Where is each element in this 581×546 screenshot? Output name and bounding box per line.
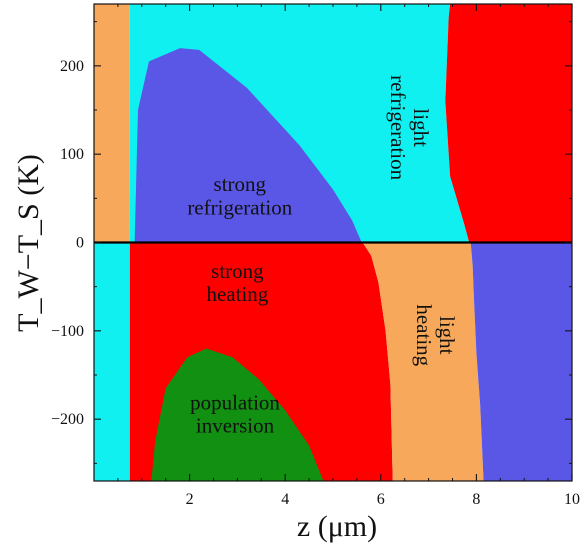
axis-ticks: 2 4 6 8 10 200 100 0 −100 −200	[51, 4, 580, 508]
y-tick-label-100: 100	[60, 146, 84, 163]
x-tick-label-10: 10	[564, 491, 580, 508]
region-label-strong-heating: strong heating	[206, 259, 268, 306]
y-tick-label--100: −100	[51, 323, 84, 340]
region-upper-right-strong-heating	[445, 4, 572, 243]
region-label-strong-refrigeration: strong refrigeration	[187, 172, 292, 219]
region-labels: strong refrigerationlightrefrigerationstr…	[187, 75, 459, 437]
region-lower-right-strong-refrigeration	[470, 242, 572, 481]
x-axis-label: z (μm)	[297, 510, 377, 543]
region-label-line-light-heating-0: light	[435, 316, 459, 355]
region-label-population-inversion: population inversion	[190, 390, 280, 437]
x-tick-label-4: 4	[281, 491, 289, 508]
x-tick-label-6: 6	[377, 491, 385, 508]
region-label-light-heating: lightheating	[412, 304, 459, 366]
y-tick-label-200: 200	[60, 58, 84, 75]
region-label-line-light-refrigeration-1: refrigeration	[386, 75, 410, 180]
region-upper-left-light-heating	[94, 4, 130, 243]
y-tick-label-0: 0	[76, 235, 84, 252]
region-label-line-strong-refrigeration-0: strong	[214, 172, 267, 196]
region-label-light-refrigeration: lightrefrigeration	[386, 75, 433, 180]
region-label-line-light-heating-1: heating	[412, 304, 436, 366]
region-population-inversion-dome	[151, 348, 324, 481]
x-tick-label-8: 8	[472, 491, 480, 508]
y-axis-label: T_W−T_S (K)	[12, 154, 45, 332]
y-tick-label--200: −200	[51, 411, 84, 428]
region-lower-left-light-refrigeration	[94, 242, 130, 481]
region-label-line-light-refrigeration-0: light	[409, 108, 433, 147]
x-tick-label-2: 2	[186, 491, 194, 508]
region-strong-refrigeration-dome	[134, 48, 362, 243]
region-label-line-strong-heating-0: strong	[211, 259, 264, 283]
region-label-line-population-inversion-1: inversion	[196, 413, 275, 437]
plot-regions	[94, 4, 572, 481]
region-label-line-strong-refrigeration-1: refrigeration	[187, 195, 292, 219]
region-label-line-strong-heating-1: heating	[206, 282, 268, 306]
region-lower-light-heating	[362, 242, 484, 481]
region-label-line-population-inversion-0: population	[190, 390, 280, 414]
